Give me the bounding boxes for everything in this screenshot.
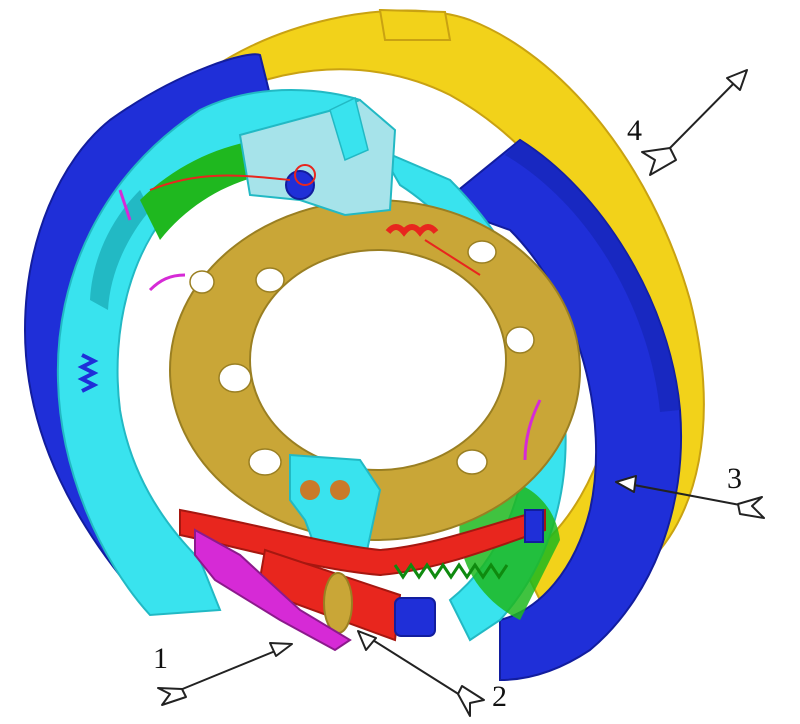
callout-label-4: 4 bbox=[627, 114, 642, 147]
left-spring bbox=[77, 353, 99, 393]
hub-center-opening bbox=[249, 249, 507, 471]
callout-label-3: 3 bbox=[727, 462, 742, 495]
adjuster-screw-assembly bbox=[256, 509, 544, 642]
callout-label-2: 2 bbox=[492, 680, 507, 713]
callout-arrow-4 bbox=[641, 69, 748, 176]
lower-return-spring bbox=[393, 562, 509, 580]
adjuster-lever bbox=[194, 528, 352, 652]
callout-arrow-2 bbox=[357, 630, 485, 717]
hub-flange bbox=[169, 199, 581, 541]
star-wheel bbox=[323, 572, 353, 634]
callout-label-1: 1 bbox=[153, 642, 168, 675]
brake-shoe-lining-right bbox=[437, 138, 682, 682]
lower-anchor-bracket bbox=[289, 453, 382, 561]
callout-arrow-1 bbox=[157, 642, 293, 706]
hold-down-springs bbox=[118, 189, 542, 461]
wheel-cylinder-pin bbox=[285, 170, 315, 200]
upper-return-spring bbox=[149, 174, 481, 276]
anchor-bracket bbox=[238, 96, 397, 217]
callout-arrow-3 bbox=[615, 475, 765, 519]
